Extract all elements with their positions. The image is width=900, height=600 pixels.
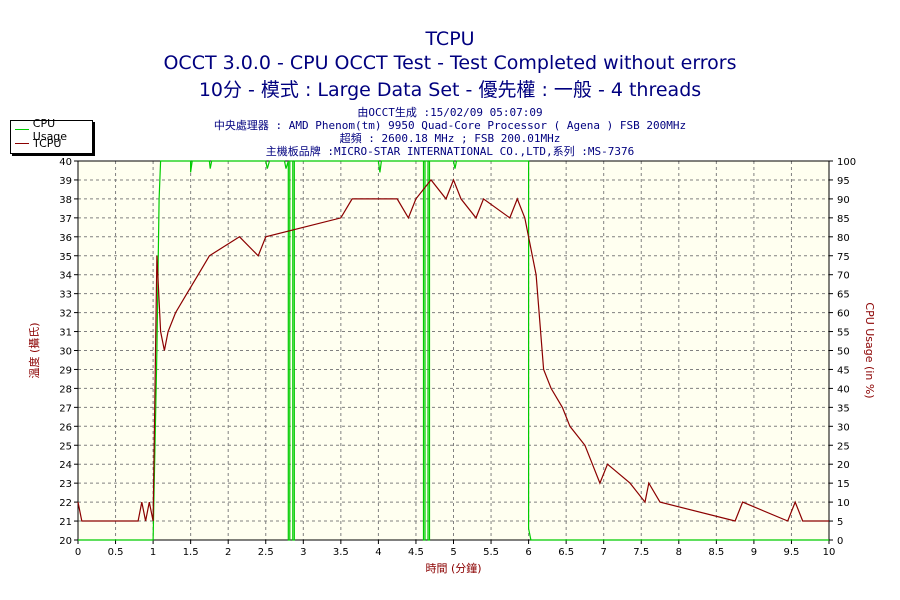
y2-tick-label: 45 (837, 365, 850, 376)
x-tick-label: 10 (823, 547, 836, 558)
y-tick-label: 34 (59, 271, 72, 282)
x-tick-label: 3 (300, 547, 306, 558)
x-tick-label: 4 (375, 547, 381, 558)
x-tick-label: 0 (75, 547, 81, 558)
y-tick-label: 27 (59, 403, 72, 414)
legend-entry-cpu-usage: CPU Usage (15, 117, 92, 143)
y-tick-label: 24 (59, 460, 72, 471)
info-generated: 由OCCT生成 :15/02/09 05:07:09 (357, 106, 543, 119)
y-tick-label: 25 (59, 441, 72, 452)
y2-tick-label: 80 (837, 233, 850, 244)
x-tick-label: 1.5 (183, 547, 199, 558)
x-axis-title: 時間 (分鐘) (425, 561, 481, 575)
y2-tick-label: 10 (837, 498, 850, 509)
x-tick-label: 9 (751, 547, 757, 558)
legend-swatch-cpu-usage (15, 129, 29, 130)
y-tick-label: 40 (59, 157, 72, 168)
x-tick-label: 7.5 (633, 547, 649, 558)
y-tick-label: 30 (59, 347, 72, 358)
series-line-cpu-usage (78, 160, 829, 541)
y-tick-label: 28 (59, 384, 72, 395)
y2-tick-label: 95 (837, 176, 850, 187)
y-tick-label: 21 (59, 517, 72, 528)
y-tick-label: 22 (59, 498, 72, 509)
y2-tick-label: 100 (837, 157, 856, 168)
legend-entry-tcpu: TCPU (15, 137, 61, 150)
x-tick-label: 7 (601, 547, 607, 558)
x-tick-label: 6.5 (558, 547, 574, 558)
y2-tick-label: 55 (837, 328, 850, 339)
x-tick-label: 8.5 (708, 547, 724, 558)
x-tick-label: 4.5 (408, 547, 424, 558)
y-tick-label: 23 (59, 479, 72, 490)
y2-tick-label: 40 (837, 384, 850, 395)
chart-title: TCPU (425, 28, 475, 50)
x-tick-label: 8 (676, 547, 682, 558)
y-tick-label: 39 (59, 176, 72, 187)
x-tick-label: 2.5 (258, 547, 274, 558)
y-tick-label: 37 (59, 214, 72, 225)
y2-tick-label: 90 (837, 195, 850, 206)
x-tick-label: 9.5 (783, 547, 799, 558)
x-tick-label: 6 (525, 547, 531, 558)
y2-tick-label: 75 (837, 252, 850, 263)
y2-tick-label: 65 (837, 290, 850, 301)
y2-tick-label: 85 (837, 214, 850, 225)
x-tick-label: 0.5 (108, 547, 124, 558)
legend-label-cpu-usage: CPU Usage (32, 116, 68, 143)
x-tick-label: 1 (150, 547, 156, 558)
y-tick-label: 31 (59, 328, 72, 339)
info-cpu: 中央處理器 : AMD Phenom(tm) 9950 Quad-Core Pr… (213, 119, 687, 132)
y2-tick-label: 50 (837, 347, 850, 358)
y2-tick-label: 15 (837, 479, 850, 490)
x-tick-label: 3.5 (333, 547, 349, 558)
x-tick-label: 2 (225, 547, 231, 558)
y2-axis-title: CPU Usage (in %) (863, 302, 876, 398)
chart-legend: CPU Usage TCPU (10, 117, 93, 154)
x-tick-label: 5.5 (483, 547, 499, 558)
y-tick-label: 20 (59, 536, 72, 547)
y-tick-label: 38 (59, 195, 72, 206)
y2-tick-label: 30 (837, 422, 850, 433)
y2-tick-label: 35 (837, 403, 850, 414)
info-motherboard: 主機板品牌 :MICRO-STAR INTERNATIONAL CO.,LTD,… (265, 145, 635, 158)
legend-label-tcpu: TCPU (33, 137, 62, 150)
y2-tick-label: 60 (837, 309, 850, 320)
y-tick-label: 29 (59, 365, 72, 376)
y2-tick-label: 5 (837, 517, 843, 528)
y2-tick-label: 0 (837, 536, 843, 547)
series-line-tcpu (77, 178, 829, 522)
chart-subtitle-2: 10分 - 模式 : Large Data Set - 優先權 : 一般 - 4… (198, 79, 702, 101)
y-axis-title: 溫度 (攝氏) (27, 322, 41, 378)
y2-tick-label: 25 (837, 441, 850, 452)
y-tick-label: 32 (59, 309, 72, 320)
chart-subtitle-1: OCCT 3.0.0 - CPU OCCT Test - Test Comple… (163, 52, 737, 74)
y2-tick-label: 70 (837, 271, 850, 282)
x-tick-label: 5 (450, 547, 456, 558)
legend-swatch-tcpu (15, 143, 29, 144)
y-tick-label: 36 (59, 233, 72, 244)
y-tick-label: 26 (59, 422, 72, 433)
y-tick-label: 35 (59, 252, 72, 263)
y2-tick-label: 20 (837, 460, 850, 471)
y-tick-label: 33 (59, 290, 72, 301)
info-clock: 超頻 : 2600.18 MHz ; FSB 200.01MHz (339, 132, 561, 145)
